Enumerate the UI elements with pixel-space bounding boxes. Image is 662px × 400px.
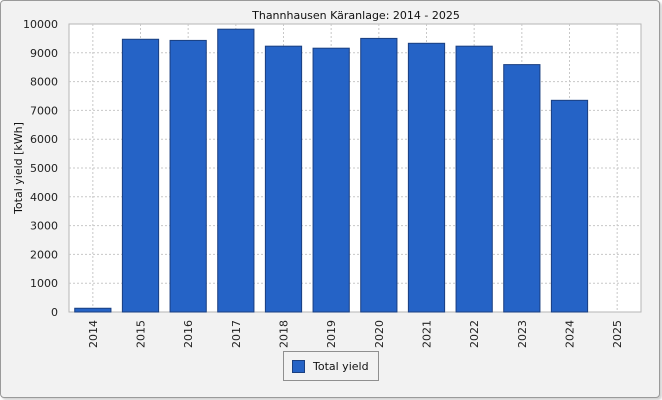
bar-2022 xyxy=(455,45,493,313)
y-tick-label: 8000 xyxy=(30,76,58,89)
y-axis-title: Total yield [kWh] xyxy=(12,122,25,215)
legend-swatch-total-yield xyxy=(292,359,305,373)
bar-2023 xyxy=(503,64,541,313)
y-tick-label: 7000 xyxy=(30,104,58,117)
chart-title: Thannhausen Käranlage: 2014 - 2025 xyxy=(251,9,460,22)
y-tick-label: 10000 xyxy=(23,18,58,31)
x-tick-label: 2015 xyxy=(135,320,148,348)
x-tick-label: 2020 xyxy=(373,320,386,348)
legend-label-total-yield: Total yield xyxy=(313,359,369,373)
y-tick-labels: 0 1000 2000 3000 4000 5000 6000 7000 8000 9000 100… xyxy=(23,18,58,319)
legend: Total yield xyxy=(283,351,379,381)
y-tick-label: 3000 xyxy=(30,220,58,233)
x-tick-label: 2023 xyxy=(516,320,529,348)
x-tick-label: 2017 xyxy=(230,320,243,348)
x-tick-label: 2021 xyxy=(421,320,434,348)
x-tick-label: 2024 xyxy=(564,320,577,348)
bar-2017 xyxy=(217,28,255,313)
y-tick-label: 9000 xyxy=(30,47,58,60)
bar-2014 xyxy=(74,307,112,313)
bar-2018 xyxy=(264,45,303,313)
y-tick-label: 1000 xyxy=(30,277,58,290)
x-tick-label: 2016 xyxy=(182,320,195,348)
y-tick-label: 6000 xyxy=(30,133,58,146)
x-tick-label: 2014 xyxy=(87,320,100,348)
bar-2021 xyxy=(407,42,446,313)
y-tick-label: 0 xyxy=(51,306,58,319)
x-tick-labels: 2014 2015 2016 2017 2018 2019 2020 2021 2022 2023… xyxy=(87,320,624,348)
x-tick-label: 2025 xyxy=(611,320,624,348)
bar-2024 xyxy=(550,99,589,313)
x-tick-label: 2018 xyxy=(278,320,291,348)
bars xyxy=(74,28,589,313)
y-tick-label: 4000 xyxy=(30,191,58,204)
bar-2015 xyxy=(121,38,160,313)
y-tick-label: 2000 xyxy=(30,248,58,261)
bar-2020 xyxy=(360,37,398,313)
x-tick-label: 2019 xyxy=(325,320,338,348)
y-tick-label: 5000 xyxy=(30,162,58,175)
x-tick-label: 2022 xyxy=(468,320,481,348)
bar-2019 xyxy=(312,47,350,313)
bar-2016 xyxy=(169,39,207,313)
